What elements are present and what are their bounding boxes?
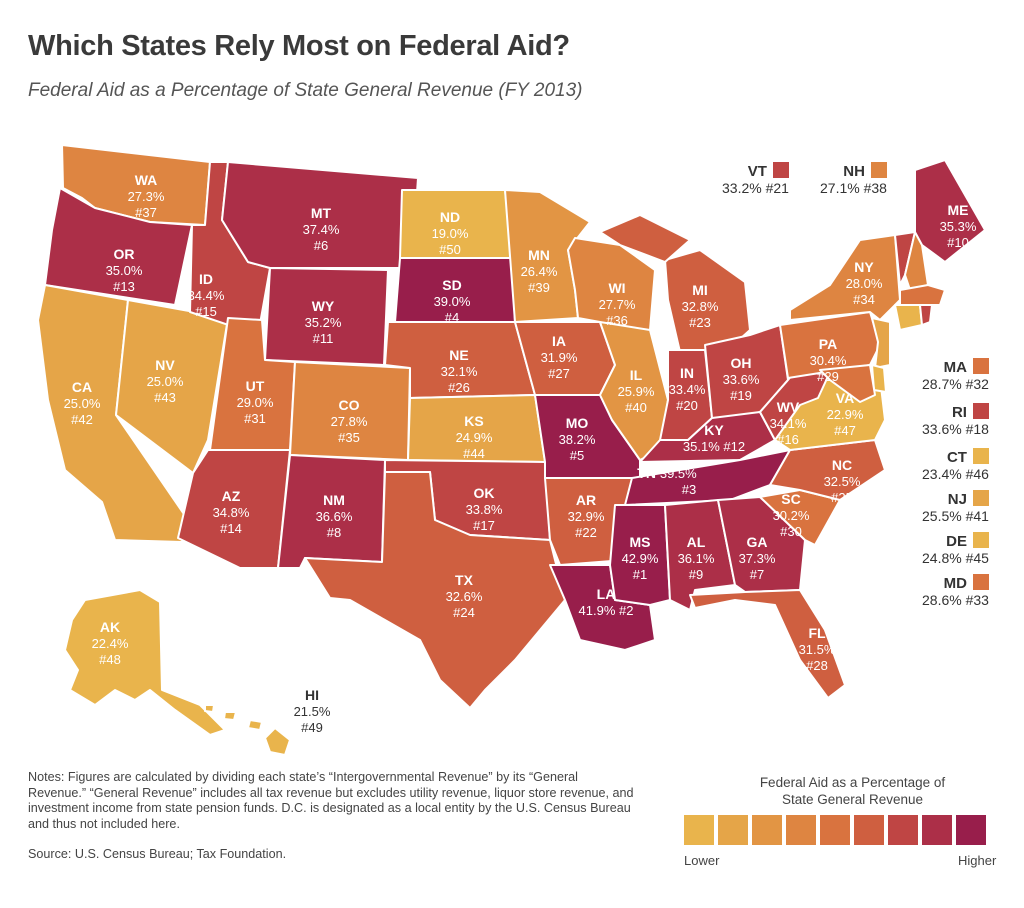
state-ma[interactable] [899, 284, 946, 306]
source: Source: U.S. Census Bureau; Tax Foundati… [28, 847, 287, 861]
state-label-mt: MT 37.4% #6 [303, 205, 340, 253]
state-hi-kauai[interactable] [204, 704, 215, 713]
state-ri[interactable] [919, 304, 933, 326]
state-label-nc: NC 32.5% #25 [824, 457, 861, 505]
state-label-ut: UT 29.0% #31 [237, 378, 274, 426]
state-label-ks: KS 24.9% #44 [456, 413, 493, 461]
swatch-nj [972, 490, 989, 506]
state-il[interactable] [599, 321, 669, 461]
side-label-ct: CT 23.4% #46 [922, 448, 989, 482]
state-tx[interactable] [304, 471, 566, 709]
state-label-ky: KY 35.1% #12 [683, 422, 745, 454]
legend-low-label: Lower [684, 853, 720, 868]
legend-swatch [888, 815, 918, 845]
legend-swatch [752, 815, 782, 845]
state-label-al: AL 36.1% #9 [678, 534, 715, 582]
state-label-ia: IA 31.9% #27 [541, 333, 578, 381]
side-label-ri: RI 33.6% #18 [922, 403, 989, 437]
state-me[interactable] [914, 159, 986, 263]
state-nj[interactable] [871, 317, 891, 369]
state-label-ar: AR 32.9% #22 [568, 492, 605, 540]
state-label-pa: PA 30.4% #29 [810, 336, 847, 384]
state-label-wa: WA 27.3% #37 [128, 172, 165, 220]
state-hi-oahu[interactable] [223, 711, 237, 721]
state-label-nv: NV 25.0% #43 [147, 357, 184, 405]
state-fl[interactable] [689, 589, 846, 699]
state-label-tn: TN 39.5% #3 [637, 465, 697, 497]
side-label-vt: VT 33.2% #21 [722, 162, 789, 196]
state-label-mn: MN 26.4% #39 [521, 247, 558, 295]
state-label-wv: WV 34.1% #16 [770, 399, 807, 447]
state-label-sd: SD 39.0% #4 [434, 277, 471, 325]
page-subtitle: Federal Aid as a Percentage of State Gen… [28, 80, 583, 101]
side-label-nj: NJ 25.5% #41 [922, 490, 989, 524]
state-label-wi: WI 27.7% #36 [599, 280, 636, 328]
state-ct[interactable] [894, 304, 923, 331]
legend-swatch [684, 815, 714, 845]
state-label-wy: WY 35.2% #11 [305, 298, 342, 346]
swatch-md [972, 574, 989, 590]
state-label-nm: NM 36.6% #8 [316, 492, 353, 540]
state-label-ga: GA 37.3% #7 [739, 534, 776, 582]
state-label-in: IN 33.4% #20 [669, 365, 706, 413]
state-label-fl: FL 31.5% #28 [799, 625, 836, 673]
side-label-de: DE 24.8% #45 [922, 532, 989, 566]
state-label-nd: ND 19.0% #50 [432, 209, 469, 257]
legend-swatch [956, 815, 986, 845]
state-label-hi: HI 21.5% #49 [294, 687, 331, 735]
legend-swatch [786, 815, 816, 845]
state-label-ak: AK 22.4% #48 [92, 619, 129, 667]
state-hi-big[interactable] [264, 727, 291, 756]
state-label-oh: OH 33.6% #19 [723, 355, 760, 403]
state-mi-up[interactable] [599, 214, 691, 263]
swatch-ma [972, 358, 989, 374]
state-label-sc: SC 30.2% #30 [773, 491, 810, 539]
page-title: Which States Rely Most on Federal Aid? [28, 30, 570, 62]
side-label-md: MD 28.6% #33 [922, 574, 989, 608]
legend-swatch [718, 815, 748, 845]
legend-scale [684, 815, 986, 845]
legend-high-label: Higher [958, 853, 997, 868]
state-sc[interactable] [759, 489, 841, 546]
swatch-vt [772, 162, 789, 178]
state-label-co: CO 27.8% #35 [331, 397, 368, 445]
state-label-ok: OK 33.8% #17 [466, 485, 503, 533]
legend-title: Federal Aid as a Percentage of State Gen… [759, 775, 946, 807]
state-hi-maui[interactable] [247, 719, 263, 731]
swatch-ri [972, 403, 989, 419]
legend-swatch [922, 815, 952, 845]
state-label-ca: CA 25.0% #42 [64, 379, 101, 427]
swatch-ct [972, 448, 989, 464]
swatch-de [972, 532, 989, 548]
state-label-or: OR 35.0% #13 [106, 246, 143, 294]
state-label-tx: TX 32.6% #24 [446, 572, 483, 620]
state-label-mi: MI 32.8% #23 [682, 282, 719, 330]
notes: Notes: Figures are calculated by dividin… [28, 770, 634, 831]
state-label-ms: MS 42.9% #1 [622, 534, 659, 582]
swatch-nh [870, 162, 887, 178]
state-ak[interactable] [64, 589, 226, 736]
legend-swatch [854, 815, 884, 845]
state-label-la: LA 41.9% #2 [579, 586, 634, 618]
side-label-nh: NH 27.1% #38 [820, 162, 887, 196]
state-label-ny: NY 28.0% #34 [846, 259, 883, 307]
legend-swatch [820, 815, 850, 845]
state-label-mo: MO 38.2% #5 [559, 415, 596, 463]
state-label-az: AZ 34.8% #14 [213, 488, 250, 536]
state-label-me: ME 35.3% #10 [940, 202, 977, 250]
state-label-il: IL 25.9% #40 [618, 367, 655, 415]
state-label-va: VA 22.9% #47 [827, 390, 864, 438]
state-or[interactable] [44, 187, 193, 306]
state-label-ne: NE 32.1% #26 [441, 347, 478, 395]
side-label-ma: MA 28.7% #32 [922, 358, 989, 392]
state-label-id: ID 34.4% #15 [188, 271, 225, 319]
state-md[interactable] [819, 364, 876, 403]
state-ky[interactable] [639, 411, 776, 463]
